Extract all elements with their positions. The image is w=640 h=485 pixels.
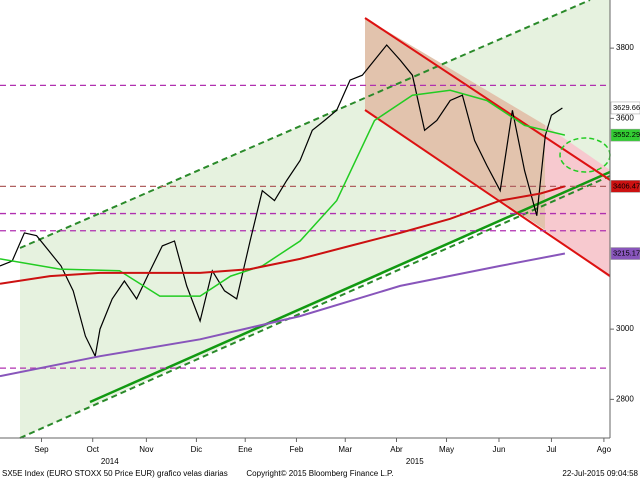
y-tick-label: 3800 (616, 43, 634, 52)
price-label: 3406.47 (613, 181, 640, 190)
y-tick-label: 3000 (616, 324, 634, 333)
y-tick-label: 3600 (616, 113, 634, 122)
x-tick-label: Jun (493, 445, 506, 454)
channel-top (19, 0, 591, 249)
x-tick-label: Nov (139, 445, 153, 454)
year-label: 2015 (406, 457, 424, 466)
price-label: 3629.66 (613, 103, 640, 112)
resistance-line (364, 17, 611, 181)
x-tick-label: Mar (338, 445, 352, 454)
price-label: 3215.17 (613, 249, 640, 258)
x-tick-label: Ago (597, 445, 612, 454)
series-line (0, 185, 566, 285)
x-tick-label: Sep (34, 445, 49, 454)
channel-bottom (19, 175, 611, 439)
price-label-box (610, 180, 640, 193)
price-label-box (610, 101, 640, 115)
price-label-box (610, 128, 640, 142)
price-label-box (610, 247, 640, 260)
footer-right: 22-Jul-2015 09:04:58 (562, 469, 638, 478)
series-line (0, 44, 563, 359)
x-tick-label: Ene (238, 445, 253, 454)
footer-center: Copyright© 2015 Bloomberg Finance L.P. (246, 469, 393, 478)
downtrend-channel (365, 18, 545, 230)
resistance-line (364, 109, 611, 277)
price-label: 3552.29 (613, 130, 640, 139)
y-tick-label: 2800 (616, 394, 634, 403)
x-tick-label: Jul (546, 445, 556, 454)
support-line (89, 170, 611, 404)
x-tick-label: Oct (86, 445, 99, 454)
series-line (0, 89, 566, 297)
series-line (0, 252, 566, 378)
year-label: 2014 (101, 457, 119, 466)
footer-left: SX5E Index (EURO STOXX 50 Price EUR) gra… (2, 469, 228, 478)
marks (0, 44, 610, 378)
x-tick-label: Dic (191, 445, 203, 454)
x-tick-label: Abr (390, 445, 403, 454)
downtrend-zone (545, 125, 610, 278)
x-tick-label: Feb (290, 445, 304, 454)
x-tick-label: May (439, 445, 454, 454)
